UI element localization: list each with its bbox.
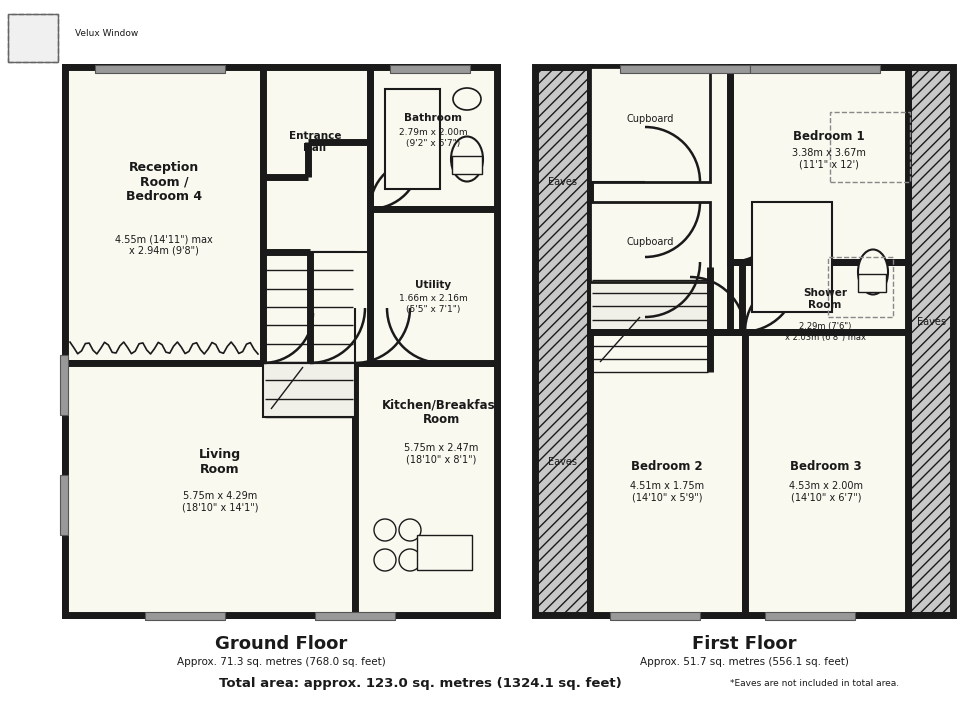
Text: 3.38m x 3.67m
(11'1" x 12'): 3.38m x 3.67m (11'1" x 12') — [792, 148, 866, 169]
Text: *Eaves are not included in total area.: *Eaves are not included in total area. — [730, 679, 899, 689]
Text: Approx. 51.7 sq. metres (556.1 sq. feet): Approx. 51.7 sq. metres (556.1 sq. feet) — [640, 657, 849, 667]
Text: First Floor: First Floor — [692, 635, 796, 653]
Bar — [60, 475, 68, 535]
Bar — [355, 363, 497, 615]
Bar — [390, 65, 470, 73]
Bar — [452, 156, 482, 174]
Bar — [8, 14, 58, 62]
Bar — [535, 67, 590, 615]
Bar — [590, 267, 710, 372]
Bar — [610, 612, 700, 620]
Bar — [145, 612, 225, 620]
Text: Utility: Utility — [415, 280, 451, 290]
Bar — [65, 363, 355, 615]
Bar — [828, 257, 893, 317]
Bar — [315, 612, 395, 620]
Text: Approx. 71.3 sq. metres (768.0 sq. feet): Approx. 71.3 sq. metres (768.0 sq. feet) — [176, 657, 385, 667]
Bar — [590, 332, 745, 615]
Text: Eaves: Eaves — [548, 457, 576, 467]
Text: Bedroom 3: Bedroom 3 — [790, 461, 861, 473]
Text: Eaves: Eaves — [916, 317, 946, 327]
Ellipse shape — [453, 88, 481, 110]
Bar — [742, 262, 908, 332]
Bar — [417, 535, 472, 570]
Text: Cupboard: Cupboard — [626, 237, 673, 247]
Text: 4.55m (14'11") max
x 2.94m (9'8"): 4.55m (14'11") max x 2.94m (9'8") — [115, 234, 213, 256]
Bar — [370, 209, 497, 363]
Bar — [752, 202, 832, 312]
Bar — [745, 332, 908, 615]
Text: Velux Window: Velux Window — [75, 29, 138, 38]
Text: Bedroom 1: Bedroom 1 — [793, 130, 864, 144]
Bar — [263, 252, 370, 363]
Bar — [730, 67, 908, 262]
Text: 1.66m x 2.16m
(5'5" x 7'1"): 1.66m x 2.16m (5'5" x 7'1") — [399, 294, 467, 314]
Text: Cupboard: Cupboard — [626, 114, 673, 124]
Bar — [830, 112, 910, 182]
Bar — [765, 612, 855, 620]
Ellipse shape — [451, 137, 483, 182]
Bar — [590, 67, 908, 615]
Bar — [590, 67, 710, 182]
Text: Total area: approx. 123.0 sq. metres (1324.1 sq. feet): Total area: approx. 123.0 sq. metres (13… — [219, 678, 621, 691]
Bar — [908, 67, 953, 615]
Text: Bedroom 2: Bedroom 2 — [631, 461, 703, 473]
Bar — [95, 65, 225, 73]
Text: 2.29m (7'6")
x 2.03m (6'8") max: 2.29m (7'6") x 2.03m (6'8") max — [785, 323, 865, 342]
Text: Living
Room: Living Room — [199, 448, 241, 476]
Bar — [8, 14, 58, 62]
Bar — [385, 89, 440, 189]
Text: Entrance
Hall: Entrance Hall — [289, 131, 341, 153]
Bar — [65, 67, 497, 615]
Text: 4.53m x 2.00m
(14'10" x 6'7"): 4.53m x 2.00m (14'10" x 6'7") — [789, 481, 863, 503]
Bar — [65, 67, 263, 363]
Bar — [370, 67, 497, 209]
Text: Shower
Room: Shower Room — [803, 288, 847, 310]
Bar — [590, 202, 710, 282]
Text: 2.79m x 2.00m
(9'2" x 6'7"): 2.79m x 2.00m (9'2" x 6'7") — [399, 128, 467, 147]
Text: Ground Floor: Ground Floor — [215, 635, 347, 653]
Text: 4.51m x 1.75m
(14'10" x 5'9"): 4.51m x 1.75m (14'10" x 5'9") — [630, 481, 704, 503]
Text: Reception
Room /
Bedroom 4: Reception Room / Bedroom 4 — [126, 160, 202, 204]
Text: 5.75m x 4.29m
(18'10" x 14'1"): 5.75m x 4.29m (18'10" x 14'1") — [181, 491, 259, 513]
Text: 5.75m x 2.47m
(18'10" x 8'1"): 5.75m x 2.47m (18'10" x 8'1") — [404, 443, 478, 465]
Text: Bathroom: Bathroom — [404, 113, 462, 123]
Bar — [858, 274, 886, 292]
Text: Eaves: Eaves — [548, 177, 576, 187]
Text: Kitchen/Breakfast
Room: Kitchen/Breakfast Room — [381, 398, 501, 426]
Bar — [620, 65, 750, 73]
Ellipse shape — [858, 249, 888, 295]
Bar — [263, 252, 355, 417]
Bar — [263, 67, 497, 363]
Bar — [60, 355, 68, 415]
Bar — [750, 65, 880, 73]
